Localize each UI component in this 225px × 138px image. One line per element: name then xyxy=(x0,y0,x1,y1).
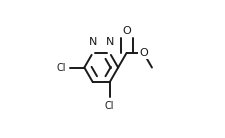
Text: N: N xyxy=(88,37,97,47)
Text: O: O xyxy=(139,48,147,58)
Text: Cl: Cl xyxy=(56,63,66,73)
Text: Cl: Cl xyxy=(104,101,114,111)
Text: O: O xyxy=(122,26,130,36)
Text: N: N xyxy=(105,37,113,47)
